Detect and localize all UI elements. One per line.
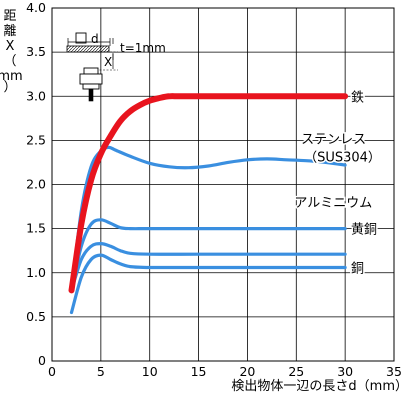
inset-x-label: X [104,55,112,69]
sensor-body [79,73,103,85]
x-tick-label: 35 [386,364,402,379]
sensor-cable [88,88,94,102]
plot-frame [51,7,395,362]
series-label: アルミニウム [294,196,372,211]
x-tick-label: 5 [97,364,105,379]
inset-d-label: d [91,32,99,46]
series-line [69,242,347,292]
series-line [69,253,347,315]
x-tick-label: 15 [191,364,207,379]
y-tick-label: 2.0 [26,177,46,192]
sensor-nut [82,83,100,90]
y-axis-label-char: 離 [3,24,16,39]
y-tick-label: 2.5 [26,132,46,147]
series-line [68,93,349,294]
y-tick-label: 3.5 [26,44,46,59]
tick-labels: 0 5 10 15 20 25 30 35 0 0.5 1.0 1.5 2.0 2.5 3.0 3.5 4.0 [26,0,402,379]
series-label: 黄銅 [351,223,377,238]
y-tick-label: 1.5 [26,221,46,236]
series-label: ステンレス [301,133,366,148]
x-tick-label: 0 [48,364,56,379]
y-tick-label: 4.0 [26,0,46,15]
x-tick-label: 30 [337,364,353,379]
y-axis-label-char: X [6,39,15,54]
target-square-symbol [75,32,87,44]
y-axis-label-char: ） [3,80,16,95]
x-tick-label: 10 [142,364,158,379]
target-plate [66,45,110,53]
sensor-head [83,67,99,75]
inset-diagram: d t=1mm X [66,32,166,102]
y-tick-label: 0.5 [26,309,46,324]
y-axis-label-char: 距 [3,9,16,24]
y-tick-label: 3.0 [26,88,46,103]
series-layer [68,93,349,315]
y-axis-label-char: （ [3,54,16,69]
y-axis-label-char: mm [0,69,23,84]
series-label: 銅 [351,261,364,276]
series-line [69,218,347,292]
x-tick-label: 20 [239,364,255,379]
y-tick-label: 1.0 [26,265,46,280]
x-tick-label: 25 [288,364,304,379]
y-tick-label: 0 [38,353,46,368]
y-axis-label: 距離X（mm） [0,9,23,95]
inset-t-label: t=1mm [120,41,166,55]
x-axis-label: 検出物体一辺の長さd（mm） [231,379,408,394]
series-label: 鉄 [351,90,364,105]
grid [52,8,394,361]
series-label: （SUS304） [304,150,381,165]
